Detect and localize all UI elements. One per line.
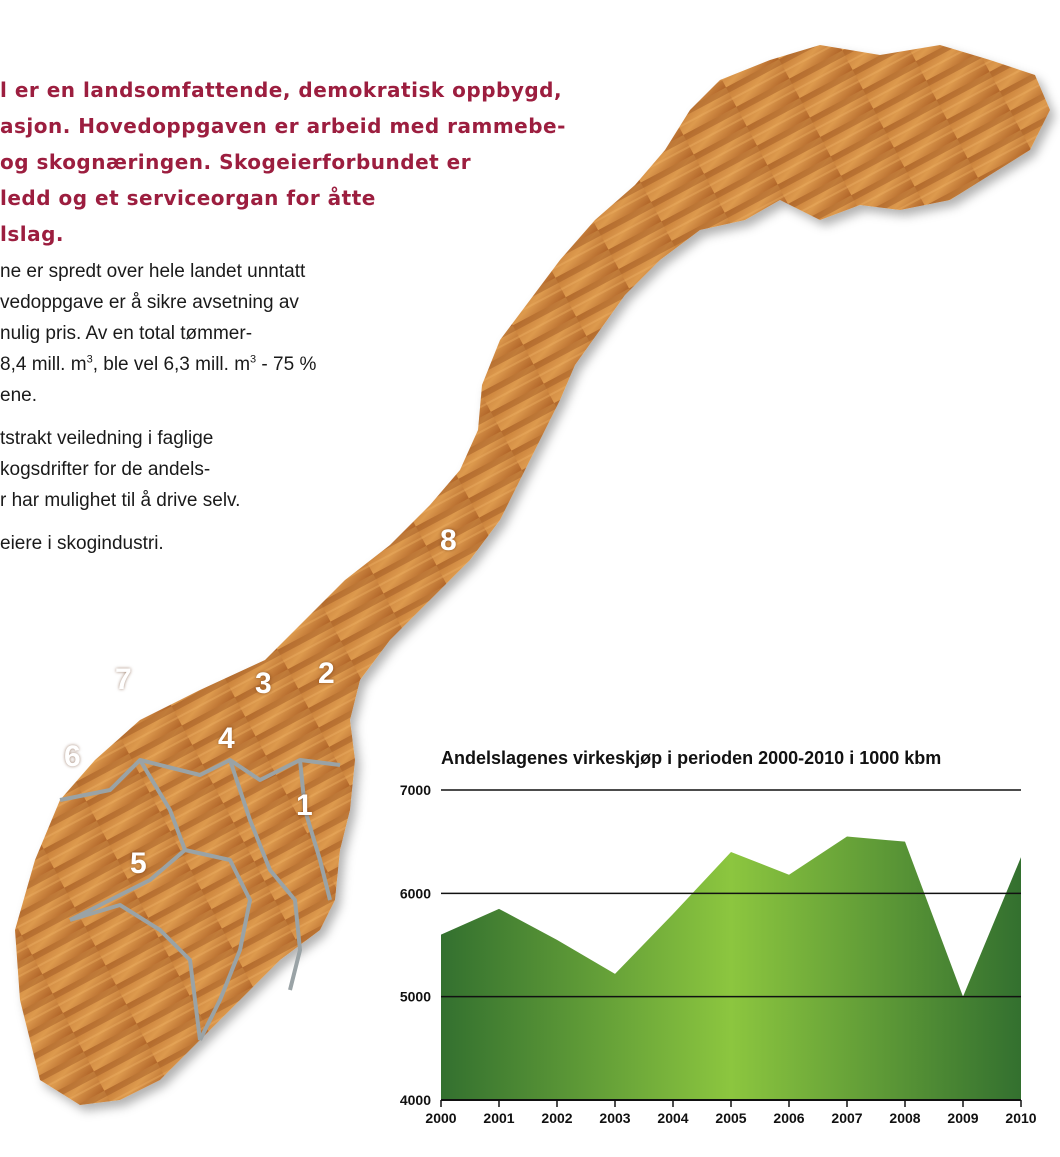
x-tick-label: 2007 xyxy=(831,1110,862,1126)
x-tick-label: 2001 xyxy=(483,1110,514,1126)
intro-line: lslag. xyxy=(0,222,65,246)
intro-line: ledd og et serviceorgan for åtte xyxy=(0,186,376,210)
x-tick-label: 2004 xyxy=(657,1110,688,1126)
superscript: 3 xyxy=(86,353,93,366)
y-axis-ticks: 4000 5000 6000 7000 xyxy=(400,782,431,1108)
x-tick-label: 2003 xyxy=(599,1110,630,1126)
body-fragment: - 75 % xyxy=(256,354,317,375)
y-tick-label: 7000 xyxy=(400,782,431,798)
intro-line: asjon. Hovedoppgaven er arbeid med ramme… xyxy=(0,114,566,138)
intro-paragraph: l er en landsomfattende, demokratisk opp… xyxy=(0,72,660,252)
body-line: ne er spredt over hele landet unntatt xyxy=(0,261,306,282)
x-tick-label: 2009 xyxy=(947,1110,978,1126)
y-tick-label: 4000 xyxy=(400,1092,431,1108)
x-tick-label: 2005 xyxy=(715,1110,746,1126)
body-text: ne er spredt over hele landet unntatt ve… xyxy=(0,256,470,571)
data-area xyxy=(441,836,1021,1100)
body-line: vedoppgave er å sikre avsetning av xyxy=(0,292,299,313)
body-fragment: 8,4 mill. m xyxy=(0,354,87,375)
y-tick-label: 6000 xyxy=(400,885,431,901)
body-paragraph-1: ne er spredt over hele landet unntatt ve… xyxy=(0,256,470,411)
intro-line: l er en landsomfattende, demokratisk opp… xyxy=(0,78,563,102)
body-line: kogsdrifter for de andels- xyxy=(0,459,211,480)
region-label-8: 8 xyxy=(440,524,457,557)
superscript: 3 xyxy=(250,353,257,366)
body-fragment: , ble vel 6,3 mill. m xyxy=(92,354,251,375)
chart-title: Andelslagenes virkeskjøp i perioden 2000… xyxy=(441,748,942,768)
body-line: r har mulighet til å drive selv. xyxy=(0,490,241,511)
x-tick-label: 2000 xyxy=(425,1110,456,1126)
region-label-6: 6 xyxy=(64,740,81,773)
region-label-3: 3 xyxy=(255,667,272,700)
x-tick-label: 2008 xyxy=(889,1110,920,1126)
region-label-5: 5 xyxy=(130,847,147,880)
body-paragraph-3: eiere i skogindustri. xyxy=(0,528,470,559)
region-label-1: 1 xyxy=(296,789,313,822)
x-axis-ticks: 2000 2001 2002 2003 2004 2005 2006 2007 2008 2009… xyxy=(425,1100,1037,1126)
region-borders xyxy=(59,758,341,1041)
body-line: eiere i skogindustri. xyxy=(0,533,164,554)
region-label-2: 2 xyxy=(318,657,335,690)
norway-shape xyxy=(15,45,1050,1105)
body-paragraph-2: tstrakt veiledning i faglige kogsdrifter… xyxy=(0,423,470,516)
x-tick-label: 2010 xyxy=(1005,1110,1036,1126)
body-line: nulig pris. Av en total tømmer- xyxy=(0,323,253,344)
gridlines xyxy=(441,789,1021,1101)
y-tick-label: 5000 xyxy=(400,989,431,1005)
body-line: tstrakt veiledning i faglige xyxy=(0,428,214,449)
region-label-7: 7 xyxy=(115,663,132,696)
intro-line: og skognæringen. Skogeierforbundet er xyxy=(0,150,472,174)
region-label-4: 4 xyxy=(218,722,235,755)
body-line: 8,4 mill. m3, ble vel 6,3 mill. m3 - 75 … xyxy=(0,349,470,380)
x-tick-label: 2006 xyxy=(773,1110,804,1126)
body-line: ene. xyxy=(0,385,37,406)
x-tick-label: 2002 xyxy=(541,1110,572,1126)
